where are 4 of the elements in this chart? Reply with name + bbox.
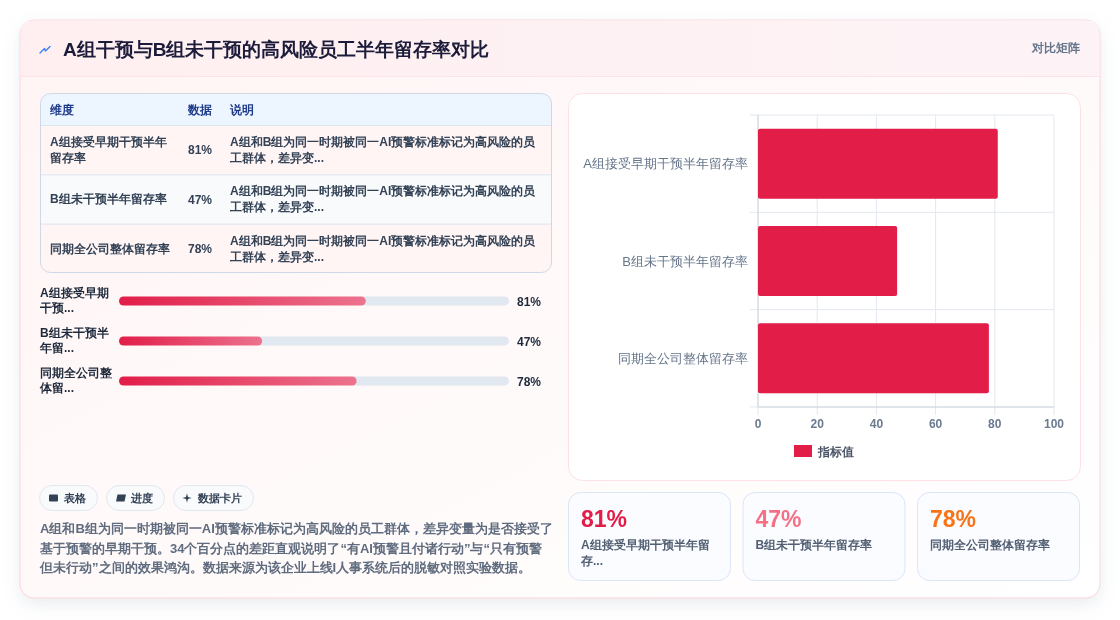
legend-label: 指标值 bbox=[818, 444, 854, 459]
note: A组和B组为同一时期被同一AI预警标准标记为高风险的员工群体，差异变量为是否接受了基于预警的早期干预。34个百分点的差距直观说明了“有AI预警且付诸行动”与“只有预警但未行动”之间的效果鸿沟。数据来源为该企业上线I人事系统后的脱敏对照实验数据。 bbox=[40, 521, 553, 575]
title: A组干预与B组未干预的高风险员工半年留存率对比 bbox=[63, 39, 490, 60]
annotation: 对比矩阵 bbox=[1032, 41, 1080, 55]
